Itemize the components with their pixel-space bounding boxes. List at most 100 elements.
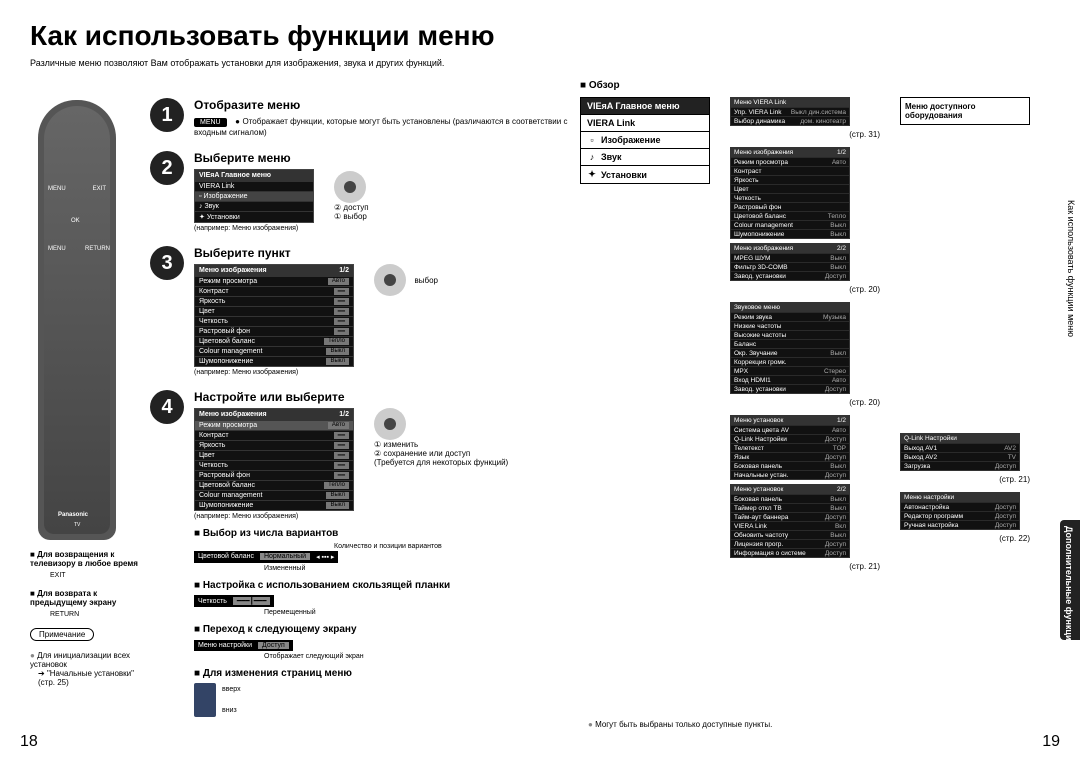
ovmain-hdr: VIEᴙA Главное меню	[581, 98, 709, 114]
menu-label2: MENU	[48, 246, 66, 252]
step3-caption: (например: Меню изображения)	[194, 369, 570, 376]
step3-menubox: Меню изображения1/2 Режим просмотраАвто …	[194, 264, 354, 367]
note3-l2: "Начальные установки" (стр. 25)	[38, 669, 140, 687]
step2-num: 2	[150, 151, 184, 185]
qlink-ref: (стр. 21)	[900, 475, 1030, 484]
vlmenu-i4: Установки	[207, 214, 240, 221]
step2-caption: (например: Меню изображения)	[194, 225, 570, 232]
tune-ref: (стр. 22)	[900, 534, 1030, 543]
sub1-title: Выбор из числа вариантов	[194, 528, 570, 539]
overview-mainmenu: VIEᴙA Главное меню VIERA Link ▫Изображен…	[580, 97, 710, 184]
note-pill: Примечание	[30, 628, 94, 641]
side-black-tab: Дополнительные функции	[1060, 520, 1080, 640]
sub1-captop: Количество и позиции вариантов	[334, 543, 570, 550]
setup-panel-2: Меню установок2/2 Боковая панельВыкл Тай…	[730, 484, 850, 558]
step1-desc: Отображает функции, которые могут быть у…	[194, 117, 567, 137]
brand-label: Panasonic	[58, 512, 88, 518]
sound-ref: (стр. 20)	[730, 398, 880, 407]
step-1: 1 Отобразите меню MENU ● Отображает функ…	[150, 98, 570, 137]
s4-a1: ① изменить	[374, 440, 508, 449]
menu-btn-label: MENU	[48, 186, 66, 192]
step-3: 3 Выберите пункт Меню изображения1/2 Реж…	[150, 246, 570, 376]
imgmenu-page: 1/2	[339, 267, 349, 274]
step2-anno2: ① выбор	[334, 212, 369, 221]
dpad-icon	[374, 408, 406, 440]
sub2-capbot: Перемещенный	[264, 609, 570, 616]
vlmenu-hdr: VIEᴙA Главное меню	[199, 172, 271, 179]
step-2: 2 Выберите меню VIEᴙA Главное меню VIERA…	[150, 151, 570, 232]
step4-title: Настройте или выберите	[194, 390, 570, 404]
sub4-down: вниз	[222, 707, 241, 714]
ovmain-i4: ✦Установки	[581, 165, 709, 183]
note-return-tv: Для возвращения к телевизору в любое вре…	[30, 550, 140, 579]
step3-num: 3	[150, 246, 184, 280]
viera-link-panel: Меню VIERA Link Упр. VIERA LinkВыкл дин.…	[730, 97, 850, 126]
vlmenu-i1: VIERA Link	[199, 183, 234, 190]
vlmenu-i2: Изображение	[203, 193, 247, 200]
side-grey-label: Как использовать функции меню	[1066, 200, 1076, 337]
img-panel-1: Меню изображения1/2 Режим просмотраАвто …	[730, 147, 850, 239]
sub2-title: Настройка с использованием скользящей пл…	[194, 580, 570, 591]
tune-panel: Меню настройки АвтонастройкаДоступ Редак…	[900, 492, 1020, 530]
step4-menubox: Меню изображения1/2 Режим просмотраАвто …	[194, 408, 354, 511]
steps-column: 1 Отобразите меню MENU ● Отображает функ…	[150, 98, 570, 731]
sub4-up: вверх	[222, 686, 241, 693]
remote-illustration: MENU EXIT MENU RETURN OK Panasonic TV	[38, 100, 116, 540]
sub4-title: Для изменения страниц меню	[194, 668, 570, 679]
step-4: 4 Настройте или выберите Меню изображени…	[150, 390, 570, 717]
exit-icon-label: EXIT	[50, 572, 66, 579]
ok-btn-label: OK	[71, 218, 80, 224]
step2-anno1: ② доступ	[334, 203, 369, 212]
step1-title: Отобразите меню	[194, 98, 570, 112]
sub2-row: Четкость━━━┃━━━	[194, 595, 274, 607]
overview-title: Обзор	[580, 80, 1050, 91]
note2-title: Для возврата к предыдущему экрану	[30, 589, 140, 607]
page-num-left: 18	[20, 733, 38, 751]
sound-panel: Звуковое меню Режим звукаМузыка Низкие ч…	[730, 302, 850, 394]
menu-btn-icon: MENU	[194, 118, 227, 127]
ovmain-i2: ▫Изображение	[581, 131, 709, 148]
page-title: Как использовать функции меню	[30, 20, 1050, 52]
overview-footnote: Могут быть выбраны только доступные пунк…	[588, 720, 772, 729]
viera-ref-box: Меню доступного оборудования	[900, 97, 1030, 125]
ovmain-i3: ♪Звук	[581, 148, 709, 165]
s4-a3: (Требуется для некоторых функций)	[374, 458, 508, 467]
note1-title: Для возвращения к телевизору в любое вре…	[30, 550, 140, 568]
sub3-row: Меню настройкиДоступ	[194, 640, 293, 651]
overview-column: Обзор VIEᴙA Главное меню VIERA Link ▫Изо…	[580, 80, 1050, 579]
viera-ref: (стр. 31)	[730, 130, 880, 139]
note-return-prev: Для возврата к предыдущему экрану RETURN	[30, 589, 140, 618]
dpad-icon	[334, 171, 366, 203]
step1-num: 1	[150, 98, 184, 132]
left-column: MENU EXIT MENU RETURN OK Panasonic TV Дл…	[30, 100, 140, 687]
step3-anno: выбор	[415, 276, 438, 285]
intro-text: Различные меню позволяют Вам отображать …	[30, 58, 1050, 68]
step4-num: 4	[150, 390, 184, 424]
note-init: Для инициализации всех установок "Началь…	[30, 651, 140, 687]
page-num-right: 19	[1042, 733, 1060, 751]
return-icon-label: RETURN	[50, 611, 79, 618]
step2-title: Выберите меню	[194, 151, 570, 165]
return-btn-label: RETURN	[85, 246, 110, 252]
img-panel-2: Меню изображения2/2 MPEG ШУМВыкл Фильтр …	[730, 243, 850, 281]
ovmain-i1: VIERA Link	[581, 114, 709, 131]
img-ref: (стр. 20)	[730, 285, 880, 294]
step3-title: Выберите пункт	[194, 246, 570, 260]
side-black-label: Дополнительные функции	[1064, 526, 1074, 646]
sub3-capbot: Отображает следующий экран	[264, 653, 570, 660]
page-button-icon	[194, 683, 216, 717]
step4-caption: (например: Меню изображения)	[194, 513, 570, 520]
note3-l1: Для инициализации всех установок	[30, 651, 140, 669]
setup2-ref: (стр. 21)	[730, 562, 880, 571]
exit-btn-label: EXIT	[93, 186, 106, 192]
sub3-title: Переход к следующему экрану	[194, 624, 570, 635]
step2-menubox: VIEᴙA Главное меню VIERA Link ▫ Изображе…	[194, 169, 314, 223]
dpad-icon	[374, 264, 406, 296]
imgmenu-hdr: Меню изображения	[199, 267, 267, 274]
vlmenu-i3: Звук	[204, 203, 218, 210]
setup-panel-1: Меню установок1/2 Система цвета AVАвто Q…	[730, 415, 850, 480]
s4-a2: ② сохранение или доступ	[374, 449, 508, 458]
sub1-capbot: Измененный	[264, 565, 570, 572]
tv-label: TV	[74, 522, 80, 528]
sub1-row: Цветовой балансНормальный◂ ▪▪▪ ▸	[194, 551, 338, 563]
